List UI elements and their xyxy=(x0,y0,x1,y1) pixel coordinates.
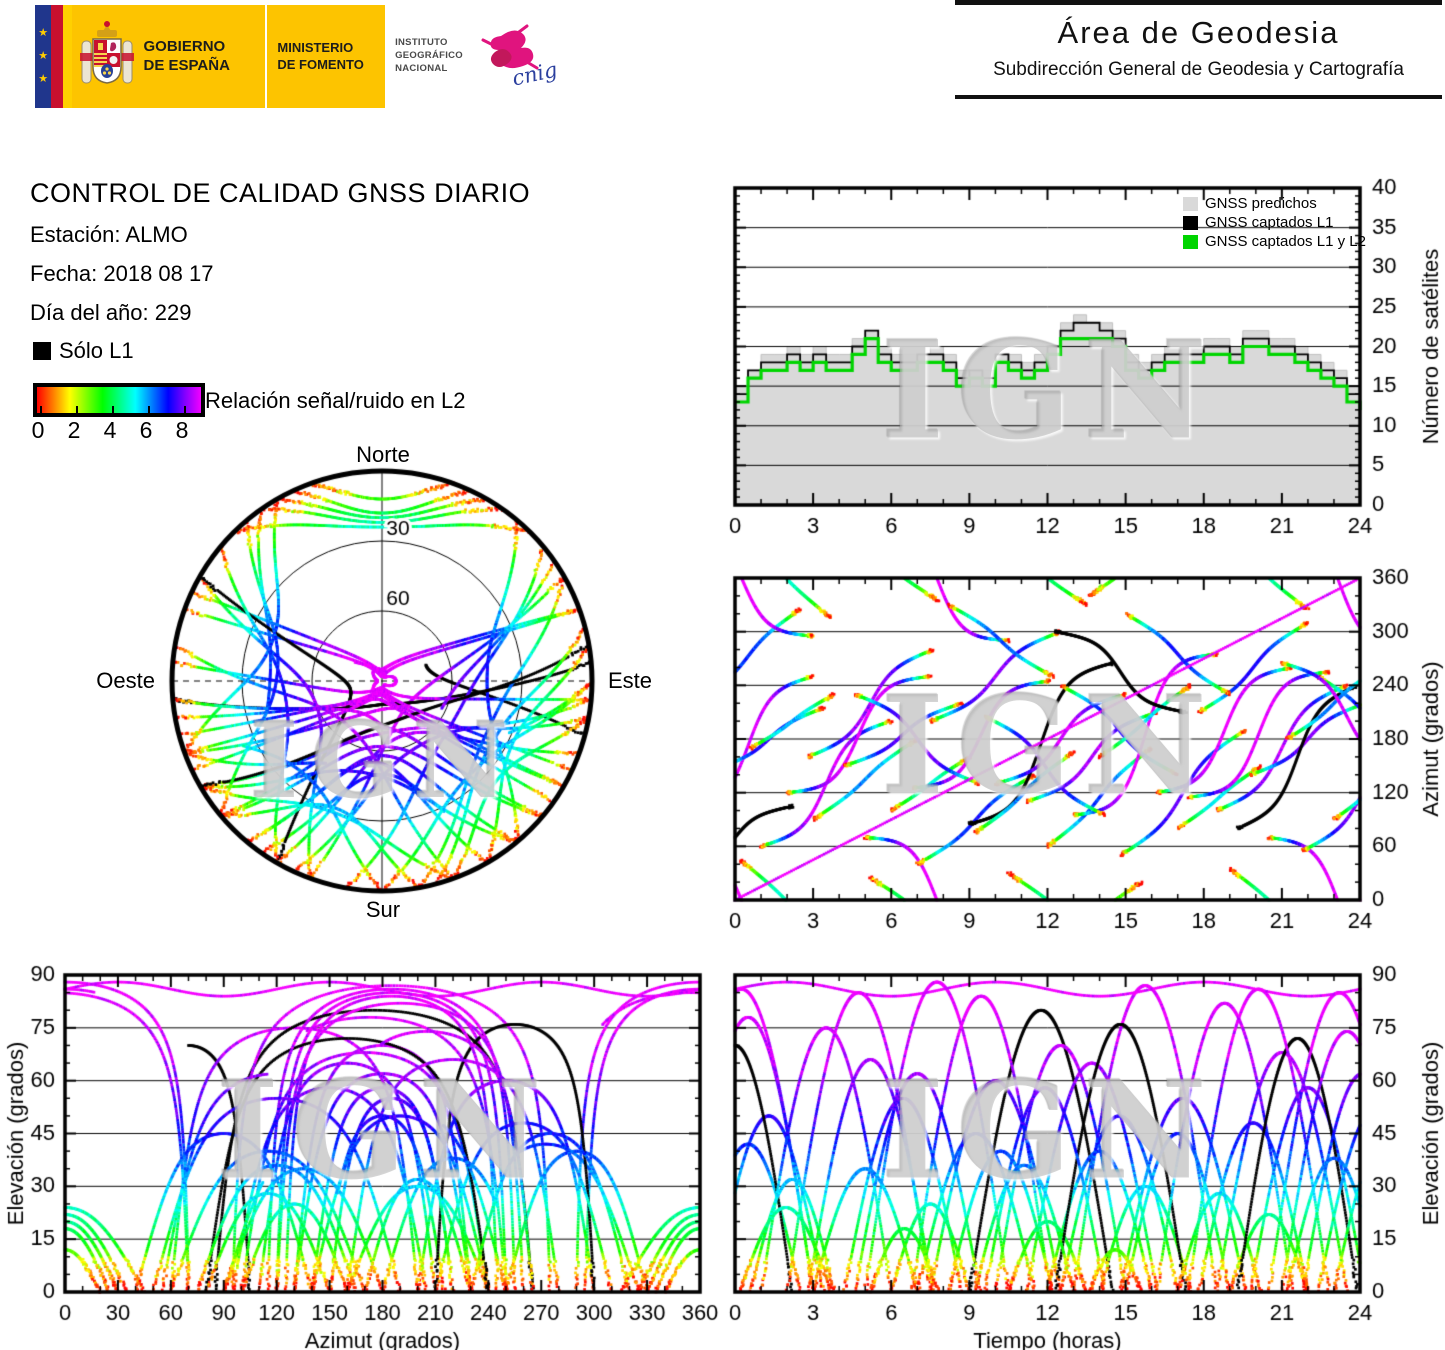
government-logo: ★ ★ ★ xyxy=(35,5,559,108)
gobierno-section: GOBIERNO DE ESPAÑA xyxy=(71,5,265,108)
predichos-label: GNSS predichos xyxy=(1205,195,1317,212)
spain-flag-red-stripe xyxy=(51,5,64,108)
cnig-brush-icon xyxy=(481,24,539,69)
legend-item-predichos: GNSS predichos xyxy=(1183,194,1366,213)
snr-colorbar-label: Relación señal/ruido en L2 xyxy=(205,388,466,413)
l1-only-swatch xyxy=(33,342,51,360)
colorbar-notch xyxy=(148,406,150,413)
satellite-count-legend: GNSS predichos GNSS captados L1 GNSS cap… xyxy=(1183,194,1366,251)
l1-only-legend: Sólo L1 xyxy=(33,338,134,364)
skyplot-west-label: Oeste xyxy=(96,668,155,693)
ministerio-label: MINISTERIO DE FOMENTO xyxy=(277,39,364,72)
eu-star-icon: ★ xyxy=(38,50,49,62)
colorbar-tick-6: 6 xyxy=(139,417,153,443)
colorbar-tick-2: 2 xyxy=(67,417,81,443)
snr-colorbar xyxy=(33,383,205,417)
skyplot-south-label: Sur xyxy=(365,897,401,922)
captados-l1-label: GNSS captados L1 xyxy=(1205,214,1334,231)
department-header: Área de Geodesia Subdirección General de… xyxy=(955,0,1442,99)
colorbar-tick-4: 4 xyxy=(103,417,117,443)
eu-star-icon: ★ xyxy=(38,27,49,39)
logo-separator xyxy=(264,5,268,108)
colorbar-notch xyxy=(184,406,186,413)
predichos-swatch xyxy=(1183,196,1198,211)
colorbar-notch xyxy=(40,406,42,413)
eu-star-icon: ★ xyxy=(38,73,49,85)
colorbar-notch xyxy=(76,406,78,413)
colorbar-notch xyxy=(112,406,114,413)
eu-flag-strip: ★ ★ ★ xyxy=(35,5,52,108)
skyplot-east-label: Este xyxy=(608,668,653,693)
colorbar-tick-0: 0 xyxy=(31,417,45,443)
gobierno-label: GOBIERNO DE ESPAÑA xyxy=(143,37,230,74)
captados-l1l2-swatch xyxy=(1183,234,1198,249)
day-of-year-value: Día del año: 229 xyxy=(30,300,192,325)
area-subtitle: Subdirección General de Geodesia y Carto… xyxy=(993,59,1404,80)
cnig-logo: cnig xyxy=(471,22,559,92)
report-title: CONTROL DE CALIDAD GNSS DIARIO xyxy=(30,178,531,208)
captados-l1-swatch xyxy=(1183,215,1198,230)
report-info: CONTROL DE CALIDAD GNSS DIARIO Estación:… xyxy=(30,178,530,326)
skyplot-north-label: Norte xyxy=(356,442,410,467)
ministerio-section: MINISTERIO DE FOMENTO xyxy=(267,5,386,108)
instituto-label: INSTITUTO GEOGRÁFICO NACIONAL xyxy=(395,37,463,74)
l1-only-label: Sólo L1 xyxy=(59,338,134,363)
colorbar-tick-8: 8 xyxy=(175,417,189,443)
area-title: Área de Geodesia xyxy=(1057,15,1340,50)
ign-section: INSTITUTO GEOGRÁFICO NACIONAL cnig xyxy=(385,5,559,108)
spain-flag-yellow-stripe xyxy=(63,5,72,108)
spain-coat-of-arms-icon xyxy=(79,20,134,84)
legend-item-captados-l1l2: GNSS captados L1 y L2 xyxy=(1183,232,1366,251)
legend-item-captados-l1: GNSS captados L1 xyxy=(1183,213,1366,232)
station-value: Estación: ALMO xyxy=(30,222,188,247)
date-value: Fecha: 2018 08 17 xyxy=(30,261,214,286)
captados-l1l2-label: GNSS captados L1 y L2 xyxy=(1205,233,1366,250)
